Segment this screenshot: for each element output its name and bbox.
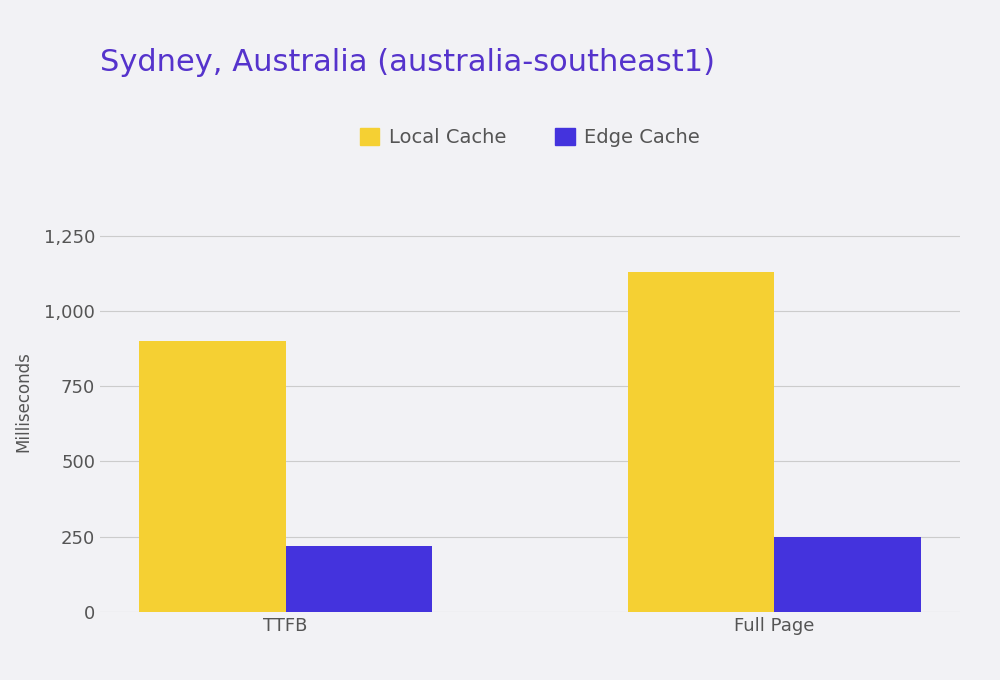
Legend: Local Cache, Edge Cache: Local Cache, Edge Cache <box>360 128 700 147</box>
Y-axis label: Milliseconds: Milliseconds <box>15 351 33 452</box>
Text: Sydney, Australia (australia-southeast1): Sydney, Australia (australia-southeast1) <box>100 48 715 77</box>
Bar <box>286 546 432 612</box>
Bar <box>139 341 286 612</box>
Bar <box>628 272 774 612</box>
Bar <box>774 537 921 612</box>
